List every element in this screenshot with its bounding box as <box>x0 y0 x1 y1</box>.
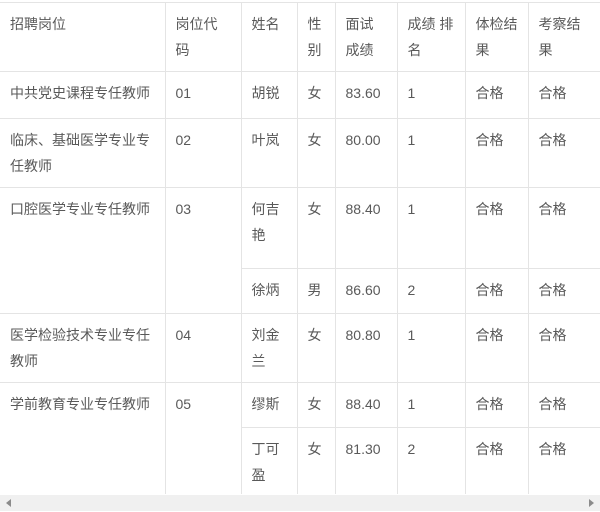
table-row: 学前教育专业专任教师 05 缪斯 女 88.40 1 合格 合格 <box>0 382 600 494</box>
cell-code: 03 <box>164 187 241 314</box>
cell-name: 叶岚 <box>240 118 297 188</box>
cell-gender: 女 <box>296 427 335 494</box>
cell-gender: 女 <box>296 382 335 428</box>
cell-code: 01 <box>164 71 241 119</box>
cell-checkup: 合格 <box>464 268 528 314</box>
cell-code: 04 <box>164 313 241 383</box>
cell-score: 80.80 <box>334 313 397 383</box>
header-row: 招聘岗位 岗位代码 姓名 性别 面试成绩 成绩 排名 体检结果 考察结果 <box>0 2 600 72</box>
cell-score: 80.00 <box>334 118 397 188</box>
table-row: 临床、基础医学专业专任教师 02 叶岚 女 80.00 1 合格 合格 <box>0 118 600 188</box>
cell-checkup: 合格 <box>464 427 528 494</box>
column-header-checkup: 体检结果 <box>464 2 528 72</box>
cell-checkup: 合格 <box>464 313 528 383</box>
cell-code: 02 <box>164 118 241 188</box>
table-row: 医学检验技术专业专任教师 04 刘金兰 女 80.80 1 合格 合格 <box>0 313 600 383</box>
cell-review: 合格 <box>527 71 600 119</box>
cell-gender: 女 <box>296 313 335 383</box>
column-header-name: 姓名 <box>240 2 297 72</box>
table-row: 丁可盈 女 81.30 2 合格 合格 <box>0 427 600 494</box>
cell-name: 何吉艳 <box>240 187 297 269</box>
cell-name: 胡锐 <box>240 71 297 119</box>
cell-position: 医学检验技术专业专任教师 <box>0 313 165 383</box>
cell-position: 学前教育专业专任教师 <box>0 382 165 494</box>
cell-name: 徐炳 <box>240 268 297 314</box>
table-row: 中共党史课程专任教师 01 胡锐 女 83.60 1 合格 合格 <box>0 71 600 119</box>
table-row: 口腔医学专业专任教师 03 何吉艳 女 88.40 1 合格 合格 <box>0 187 600 314</box>
cell-review: 合格 <box>527 268 600 314</box>
cell-rank: 1 <box>396 187 465 269</box>
horizontal-scrollbar[interactable] <box>0 495 600 511</box>
cell-name: 丁可盈 <box>240 427 297 494</box>
cell-score: 88.40 <box>334 187 397 269</box>
scroll-left-arrow-icon[interactable] <box>6 499 11 507</box>
cell-checkup: 合格 <box>464 382 528 428</box>
cell-position: 口腔医学专业专任教师 <box>0 187 165 314</box>
column-header-code: 岗位代码 <box>164 2 241 72</box>
column-header-rank: 成绩 排名 <box>396 2 465 72</box>
cell-score: 86.60 <box>334 268 397 314</box>
cell-rank: 1 <box>396 118 465 188</box>
cell-checkup: 合格 <box>464 118 528 188</box>
column-header-score: 面试成绩 <box>334 2 397 72</box>
cell-rank: 1 <box>396 71 465 119</box>
cell-score: 83.60 <box>334 71 397 119</box>
cell-review: 合格 <box>527 427 600 494</box>
cell-review: 合格 <box>527 187 600 269</box>
results-table-container: 招聘岗位 岗位代码 姓名 性别 面试成绩 成绩 排名 体检结果 考察结果 中共党… <box>0 2 600 494</box>
cell-position: 中共党史课程专任教师 <box>0 71 165 119</box>
cell-gender: 女 <box>296 118 335 188</box>
cell-score: 81.30 <box>334 427 397 494</box>
cell-gender: 男 <box>296 268 335 314</box>
scroll-right-arrow-icon[interactable] <box>589 499 594 507</box>
table-row: 徐炳 男 86.60 2 合格 合格 <box>0 268 600 314</box>
cell-checkup: 合格 <box>464 187 528 269</box>
cell-review: 合格 <box>527 382 600 428</box>
cell-rank: 1 <box>396 382 465 428</box>
cell-position: 临床、基础医学专业专任教师 <box>0 118 165 188</box>
cell-rank: 2 <box>396 268 465 314</box>
cell-rank: 2 <box>396 427 465 494</box>
column-header-review: 考察结果 <box>527 2 600 72</box>
column-header-position: 招聘岗位 <box>0 2 165 72</box>
cell-gender: 女 <box>296 71 335 119</box>
cell-rank: 1 <box>396 313 465 383</box>
recruitment-results-table: 招聘岗位 岗位代码 姓名 性别 面试成绩 成绩 排名 体检结果 考察结果 中共党… <box>0 2 600 494</box>
cell-name: 缪斯 <box>240 382 297 428</box>
cell-review: 合格 <box>527 118 600 188</box>
cell-code: 05 <box>164 382 241 494</box>
cell-review: 合格 <box>527 313 600 383</box>
column-header-gender: 性别 <box>296 2 335 72</box>
cell-checkup: 合格 <box>464 71 528 119</box>
cell-name: 刘金兰 <box>240 313 297 383</box>
cell-gender: 女 <box>296 187 335 269</box>
cell-score: 88.40 <box>334 382 397 428</box>
